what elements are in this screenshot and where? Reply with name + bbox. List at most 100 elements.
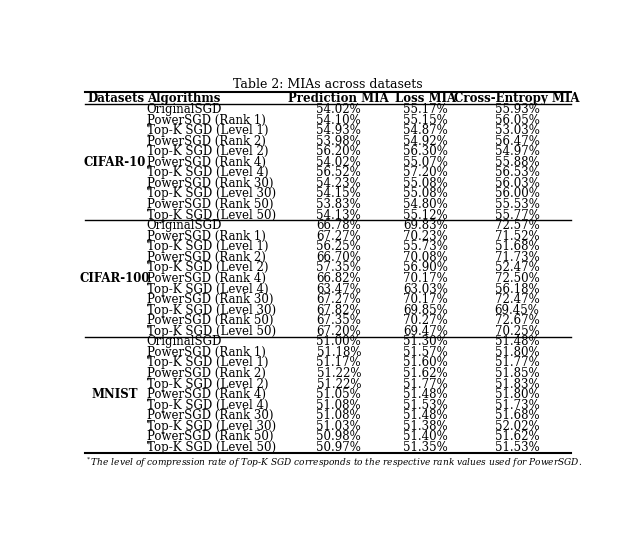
Text: 51.05%: 51.05% <box>316 388 361 401</box>
Text: *: * <box>147 282 150 290</box>
Text: Prediction MIA: Prediction MIA <box>289 92 389 104</box>
Text: *: * <box>147 303 150 311</box>
Text: 69.83%: 69.83% <box>403 219 447 232</box>
Text: 57.35%: 57.35% <box>316 261 361 274</box>
Text: PowerSGD (Rank 1): PowerSGD (Rank 1) <box>147 114 266 126</box>
Text: Top-K SGD (Level 2): Top-K SGD (Level 2) <box>147 145 268 158</box>
Text: PowerSGD (Rank 30): PowerSGD (Rank 30) <box>147 293 273 306</box>
Text: 51.53%: 51.53% <box>403 399 447 411</box>
Text: 70.25%: 70.25% <box>495 325 540 338</box>
Text: PowerSGD (Rank 2): PowerSGD (Rank 2) <box>147 367 266 380</box>
Text: 51.22%: 51.22% <box>317 367 361 380</box>
Text: *: * <box>147 356 150 364</box>
Text: 56.25%: 56.25% <box>316 240 361 253</box>
Text: *: * <box>147 124 150 132</box>
Text: 69.45%: 69.45% <box>495 304 540 317</box>
Text: 72.50%: 72.50% <box>495 272 540 285</box>
Text: 51.73%: 51.73% <box>495 399 540 411</box>
Text: Top-K SGD (Level 50): Top-K SGD (Level 50) <box>147 208 276 222</box>
Text: Top-K SGD (Level 4): Top-K SGD (Level 4) <box>147 399 268 411</box>
Text: 56.30%: 56.30% <box>403 145 447 158</box>
Text: 54.13%: 54.13% <box>316 208 361 222</box>
Text: Top-K SGD (Level 50): Top-K SGD (Level 50) <box>147 325 276 338</box>
Text: 56.52%: 56.52% <box>316 166 361 179</box>
Text: 51.40%: 51.40% <box>403 430 447 443</box>
Text: 51.60%: 51.60% <box>403 357 447 369</box>
Text: 71.73%: 71.73% <box>495 251 540 264</box>
Text: 51.53%: 51.53% <box>495 441 540 454</box>
Text: 70.08%: 70.08% <box>403 251 447 264</box>
Text: 55.12%: 55.12% <box>403 208 447 222</box>
Text: 66.82%: 66.82% <box>317 272 361 285</box>
Text: 66.78%: 66.78% <box>316 219 361 232</box>
Text: 54.93%: 54.93% <box>316 124 361 137</box>
Text: 54.80%: 54.80% <box>403 198 447 211</box>
Text: 50.98%: 50.98% <box>316 430 361 443</box>
Text: *: * <box>147 324 150 332</box>
Text: PowerSGD (Rank 2): PowerSGD (Rank 2) <box>147 251 266 264</box>
Text: MNIST: MNIST <box>92 388 138 401</box>
Text: Top-K SGD (Level 1): Top-K SGD (Level 1) <box>147 124 268 137</box>
Text: 52.47%: 52.47% <box>495 261 540 274</box>
Text: 72.47%: 72.47% <box>495 293 540 306</box>
Text: 69.47%: 69.47% <box>403 325 447 338</box>
Text: Top-K SGD (Level 50): Top-K SGD (Level 50) <box>147 441 276 454</box>
Text: 54.02%: 54.02% <box>316 103 361 116</box>
Text: 53.83%: 53.83% <box>316 198 361 211</box>
Text: 63.03%: 63.03% <box>403 282 447 295</box>
Text: *: * <box>147 377 150 385</box>
Text: *: * <box>147 419 150 427</box>
Text: 51.68%: 51.68% <box>495 409 540 422</box>
Text: 51.80%: 51.80% <box>495 346 540 359</box>
Text: 51.48%: 51.48% <box>403 409 447 422</box>
Text: *: * <box>147 166 150 174</box>
Text: PowerSGD (Rank 4): PowerSGD (Rank 4) <box>147 388 266 401</box>
Text: 51.08%: 51.08% <box>317 399 361 411</box>
Text: PowerSGD (Rank 50): PowerSGD (Rank 50) <box>147 314 273 327</box>
Text: OriginalSGD: OriginalSGD <box>147 103 222 116</box>
Text: 51.80%: 51.80% <box>495 388 540 401</box>
Text: PowerSGD (Rank 30): PowerSGD (Rank 30) <box>147 177 273 190</box>
Text: PowerSGD (Rank 1): PowerSGD (Rank 1) <box>147 230 266 243</box>
Text: 51.62%: 51.62% <box>495 430 540 443</box>
Text: *: * <box>147 261 150 269</box>
Text: 51.18%: 51.18% <box>317 346 361 359</box>
Text: 56.03%: 56.03% <box>495 177 540 190</box>
Text: 51.77%: 51.77% <box>403 377 447 391</box>
Text: PowerSGD (Rank 50): PowerSGD (Rank 50) <box>147 430 273 443</box>
Text: 67.82%: 67.82% <box>317 304 361 317</box>
Text: PowerSGD (Rank 50): PowerSGD (Rank 50) <box>147 198 273 211</box>
Text: 63.47%: 63.47% <box>316 282 361 295</box>
Text: 51.00%: 51.00% <box>316 335 361 349</box>
Text: 56.18%: 56.18% <box>495 282 540 295</box>
Text: 54.15%: 54.15% <box>316 188 361 200</box>
Text: OriginalSGD: OriginalSGD <box>147 335 222 349</box>
Text: 51.57%: 51.57% <box>403 346 447 359</box>
Text: 56.90%: 56.90% <box>403 261 447 274</box>
Text: 67.35%: 67.35% <box>316 314 361 327</box>
Text: *: * <box>147 440 150 448</box>
Text: Top-K SGD (Level 4): Top-K SGD (Level 4) <box>147 282 268 295</box>
Text: Top-K SGD (Level 30): Top-K SGD (Level 30) <box>147 188 276 200</box>
Text: 67.27%: 67.27% <box>316 293 361 306</box>
Text: 70.17%: 70.17% <box>403 272 447 285</box>
Text: 51.85%: 51.85% <box>495 367 540 380</box>
Text: 70.27%: 70.27% <box>403 314 447 327</box>
Text: 53.03%: 53.03% <box>495 124 540 137</box>
Text: 67.20%: 67.20% <box>316 325 361 338</box>
Text: Loss MIA: Loss MIA <box>395 92 456 104</box>
Text: PowerSGD (Rank 30): PowerSGD (Rank 30) <box>147 409 273 422</box>
Text: *: * <box>147 134 150 142</box>
Text: 55.88%: 55.88% <box>495 156 540 169</box>
Text: 51.17%: 51.17% <box>317 357 361 369</box>
Text: 51.83%: 51.83% <box>495 377 540 391</box>
Text: 55.73%: 55.73% <box>403 240 447 253</box>
Text: PowerSGD (Rank 4): PowerSGD (Rank 4) <box>147 272 266 285</box>
Text: Top-K SGD (Level 4): Top-K SGD (Level 4) <box>147 166 268 179</box>
Text: Top-K SGD (Level 30): Top-K SGD (Level 30) <box>147 420 276 433</box>
Text: 69.85%: 69.85% <box>403 304 447 317</box>
Text: *: * <box>147 398 150 406</box>
Text: 51.77%: 51.77% <box>495 357 540 369</box>
Text: 55.08%: 55.08% <box>403 188 447 200</box>
Text: 55.17%: 55.17% <box>403 103 447 116</box>
